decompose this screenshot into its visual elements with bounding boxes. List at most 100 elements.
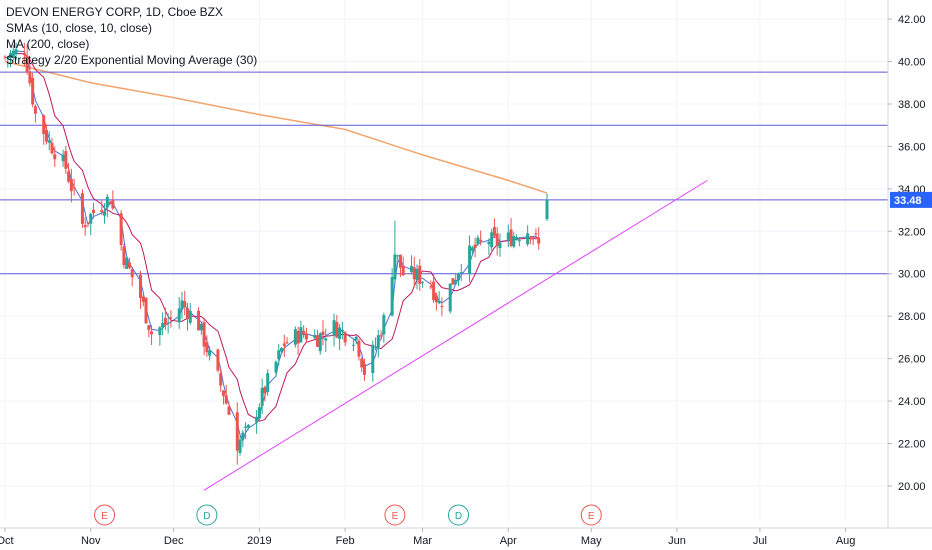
candle xyxy=(340,321,344,340)
candle-body xyxy=(515,237,519,239)
candle-body xyxy=(492,227,496,236)
candle-body xyxy=(260,387,264,406)
candle xyxy=(299,320,303,343)
event-badge xyxy=(196,504,218,526)
candle-body xyxy=(158,327,162,336)
candle xyxy=(338,323,342,350)
chart-legend: DEVON ENERGY CORP, 1D, Cboe BZX SMAs (10… xyxy=(6,4,257,68)
y-tick-label: 38.00 xyxy=(898,99,926,111)
candle xyxy=(9,49,13,68)
candle-body xyxy=(526,233,530,245)
candle-body xyxy=(208,350,212,356)
candle xyxy=(86,222,90,228)
candle xyxy=(47,131,51,151)
candle xyxy=(343,331,347,347)
candle-body xyxy=(302,330,306,335)
candle xyxy=(31,72,35,108)
candle xyxy=(429,280,433,290)
candle xyxy=(313,329,317,339)
y-tick-label: 36.00 xyxy=(898,141,926,153)
candle-body xyxy=(528,236,532,238)
candle xyxy=(227,401,231,416)
event-marker-e: E xyxy=(580,504,602,526)
horizontal-lines xyxy=(0,71,888,275)
event-badge xyxy=(448,504,470,526)
candle-body xyxy=(495,233,499,246)
y-tick-label: 32.00 xyxy=(898,226,926,238)
candle xyxy=(332,313,336,347)
candle xyxy=(216,348,220,373)
candle-body xyxy=(127,262,131,268)
candle-body xyxy=(545,199,549,219)
candle xyxy=(354,335,358,345)
candle xyxy=(473,237,477,258)
candle xyxy=(360,357,364,373)
candle-body xyxy=(338,327,342,339)
candle xyxy=(91,202,95,219)
candle xyxy=(351,338,355,352)
candle-body xyxy=(440,306,444,308)
candle-body xyxy=(255,416,259,423)
candle xyxy=(393,220,397,285)
candle-body xyxy=(454,280,458,284)
candle xyxy=(158,325,162,346)
candle xyxy=(257,403,261,421)
last-price-tag: 33.48 xyxy=(890,191,932,208)
y-tick-label: 24.00 xyxy=(898,396,926,408)
grid xyxy=(0,0,888,522)
candle-body xyxy=(28,71,32,84)
candle xyxy=(255,409,259,434)
candle xyxy=(208,346,212,361)
candle-body xyxy=(108,201,112,204)
candle xyxy=(531,236,535,246)
candle-body xyxy=(100,209,104,212)
x-tick-label: Apr xyxy=(500,535,517,547)
y-tick-label: 26.00 xyxy=(898,354,926,366)
candle xyxy=(163,307,167,330)
event-badge xyxy=(384,504,406,526)
candle xyxy=(246,423,250,430)
candle-body xyxy=(315,335,319,347)
candle xyxy=(495,226,499,256)
candle-body xyxy=(22,53,26,55)
event-label: D xyxy=(203,511,210,522)
candle xyxy=(28,64,32,87)
candle xyxy=(274,360,278,377)
candle-body xyxy=(376,335,380,348)
legend-strategy: Strategy 2/20 Exponential Moving Average… xyxy=(6,53,258,67)
y-tick-label: 20.00 xyxy=(898,481,926,493)
candle-body xyxy=(313,335,317,338)
candle-body xyxy=(202,322,206,347)
candle xyxy=(451,278,455,285)
candle xyxy=(448,283,452,314)
candle xyxy=(103,203,107,224)
candle-body xyxy=(360,358,364,368)
candle xyxy=(138,270,142,309)
candle xyxy=(534,228,538,240)
candle-body xyxy=(280,348,284,352)
candle xyxy=(127,257,131,270)
legend-title: DEVON ENERGY CORP, 1D, Cboe BZX xyxy=(6,5,223,19)
candle xyxy=(42,114,46,145)
candle-body xyxy=(150,331,154,335)
candle xyxy=(64,145,68,174)
candle-body xyxy=(11,50,15,58)
candle xyxy=(282,334,286,357)
candle-body xyxy=(186,308,190,320)
candle xyxy=(418,259,422,291)
candle-body xyxy=(476,237,480,244)
legend-sma: SMAs (10, close, 10, close) xyxy=(6,21,153,35)
candle xyxy=(180,291,184,319)
candle xyxy=(382,312,386,343)
candle-body xyxy=(457,273,461,281)
candle-body xyxy=(14,49,18,55)
candle-body xyxy=(161,322,165,328)
candle xyxy=(545,193,549,222)
candle xyxy=(22,42,26,67)
candle-body xyxy=(141,296,145,302)
candle xyxy=(434,292,438,311)
candle-body xyxy=(119,213,123,245)
candle-body xyxy=(498,242,502,249)
